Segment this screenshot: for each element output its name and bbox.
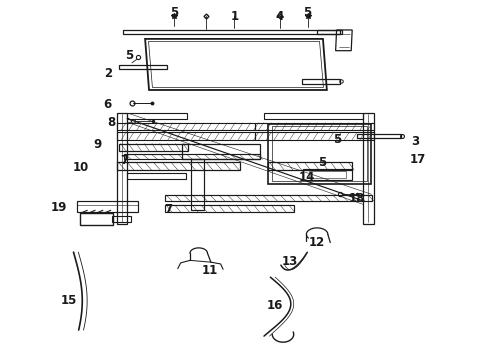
Text: 10: 10 xyxy=(72,161,88,174)
Text: 19: 19 xyxy=(50,201,67,214)
Text: 4: 4 xyxy=(275,10,283,23)
Text: 5: 5 xyxy=(303,6,312,19)
Text: 3: 3 xyxy=(412,135,419,148)
Text: 13: 13 xyxy=(282,255,298,268)
Text: 5: 5 xyxy=(170,6,178,19)
Text: 7: 7 xyxy=(121,154,129,167)
Text: 2: 2 xyxy=(104,67,113,80)
Text: 14: 14 xyxy=(299,171,316,184)
Text: 1: 1 xyxy=(230,10,238,23)
Text: 17: 17 xyxy=(410,153,426,166)
Text: 5: 5 xyxy=(318,156,326,169)
Text: 7: 7 xyxy=(165,203,172,216)
Text: 16: 16 xyxy=(267,299,283,312)
Text: 5: 5 xyxy=(334,134,342,147)
Text: 9: 9 xyxy=(94,139,102,152)
Text: 8: 8 xyxy=(107,116,115,129)
Text: 6: 6 xyxy=(103,99,112,112)
Text: 18: 18 xyxy=(349,192,365,205)
Text: 12: 12 xyxy=(309,236,325,249)
Text: 5: 5 xyxy=(125,49,133,62)
Text: 11: 11 xyxy=(202,264,218,276)
Text: 15: 15 xyxy=(60,294,77,307)
